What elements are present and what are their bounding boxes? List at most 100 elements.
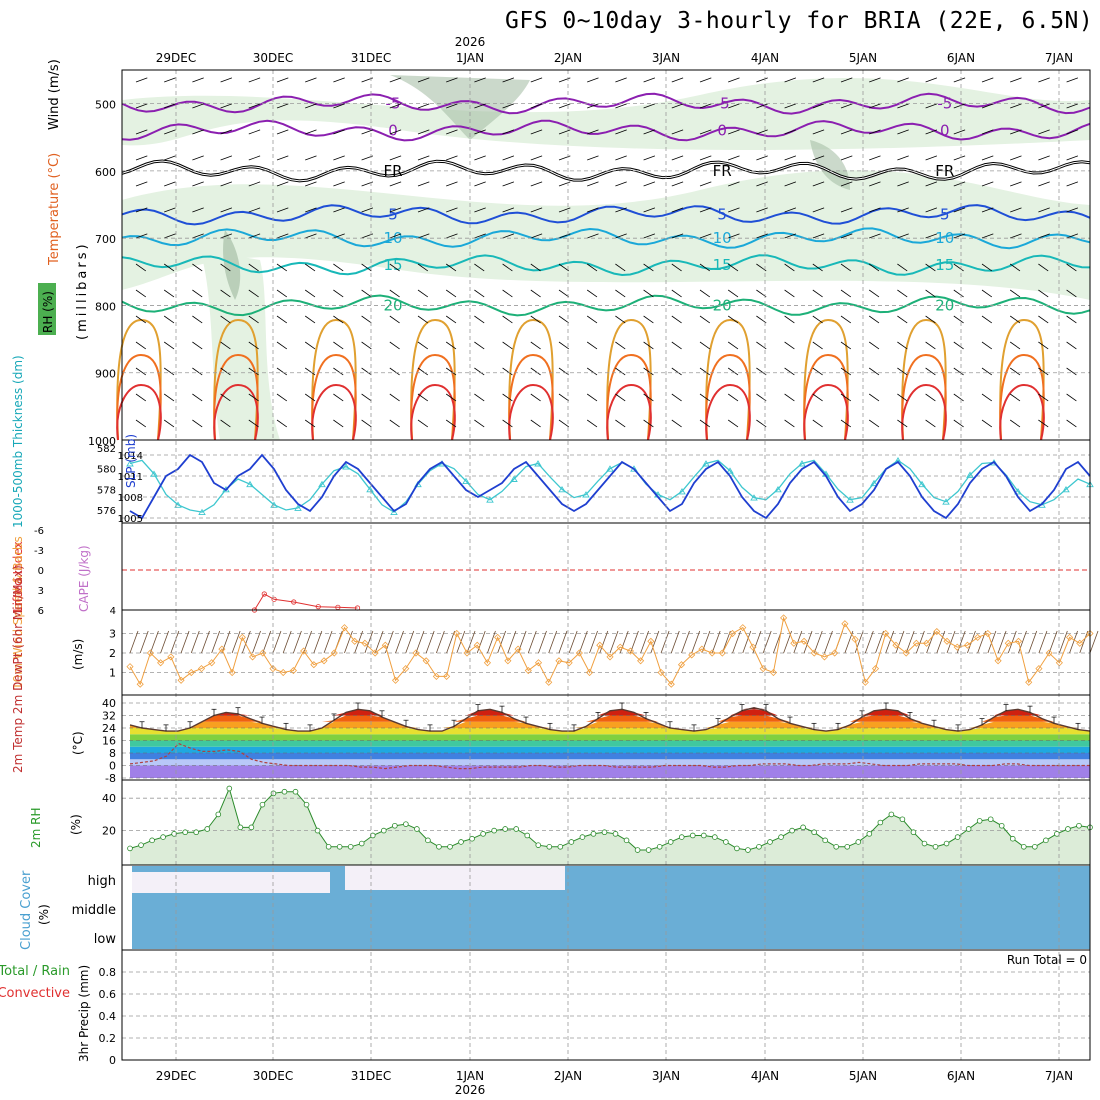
rh-point xyxy=(160,834,166,840)
wind-barb xyxy=(925,263,936,272)
rh-point xyxy=(998,822,1005,829)
rh-point xyxy=(745,847,751,853)
wind-barb-10m xyxy=(660,630,670,654)
wind-barb xyxy=(474,419,485,428)
wind-barb xyxy=(1038,393,1049,402)
wind-barb xyxy=(248,393,259,402)
wind-speed-point xyxy=(994,657,1002,665)
temp-tick: 8 xyxy=(109,747,116,760)
rh-point xyxy=(634,847,641,853)
convective-contour xyxy=(116,383,162,441)
wind-barb xyxy=(446,233,458,239)
wind-speed-point xyxy=(146,649,154,657)
wind-barb xyxy=(699,207,712,213)
thickness-point xyxy=(534,460,542,467)
wind-barb xyxy=(361,341,372,350)
thickness-point xyxy=(918,480,926,488)
wind-barb xyxy=(248,129,261,135)
wind-barb-10m xyxy=(548,630,558,654)
wind-barb xyxy=(953,155,966,161)
li-tick: -3 xyxy=(34,546,44,557)
wind-barb xyxy=(220,103,233,109)
wind-barb-10m xyxy=(487,630,496,654)
ylabel-total-rain: Total / Rain xyxy=(0,964,70,979)
wind-speed-point xyxy=(974,633,982,641)
rh-point xyxy=(855,839,862,845)
convective-contour xyxy=(803,383,849,441)
temp-tick: -8 xyxy=(105,772,116,785)
wind-barb xyxy=(1009,263,1021,272)
wind-barb xyxy=(558,207,571,213)
wind-barb xyxy=(530,393,541,402)
wind-barb xyxy=(868,289,880,298)
wind-barb xyxy=(897,129,909,135)
wind-barb xyxy=(446,155,458,161)
date-label-bottom: 31DEC xyxy=(351,1069,391,1083)
wind-barb-10m xyxy=(742,630,752,654)
wind-speed-point xyxy=(943,637,951,645)
wind-barb xyxy=(220,289,231,298)
wind-speed-point xyxy=(892,641,900,649)
wind-barb xyxy=(417,289,429,298)
wind-barb xyxy=(333,289,344,298)
wind-barb xyxy=(784,419,795,428)
rh-legend-swatch xyxy=(38,283,56,335)
wind-barb-10m xyxy=(926,630,935,654)
wind-barb xyxy=(784,207,797,213)
wind-barb xyxy=(869,233,881,239)
thickness-point xyxy=(678,488,686,495)
rh-point xyxy=(546,843,553,850)
temp-band xyxy=(130,721,1090,728)
wind-barb xyxy=(163,289,175,298)
contour-label: 5 xyxy=(717,206,727,224)
wind-barb xyxy=(953,207,966,213)
wind-barb xyxy=(615,289,626,298)
panel-frame xyxy=(121,949,1091,1061)
rh-point xyxy=(502,826,508,832)
wind-barb xyxy=(756,103,768,109)
contour-label: FR xyxy=(384,162,403,180)
wind-barb xyxy=(305,207,317,213)
year-label-bottom: 2026 xyxy=(455,1083,486,1097)
wind-barb xyxy=(1066,181,1079,187)
contour-label: -5 xyxy=(715,95,730,113)
wind-barb xyxy=(135,129,148,135)
wind-barb xyxy=(361,289,372,298)
wind-barb xyxy=(389,155,402,161)
rh-point xyxy=(325,843,332,850)
rh-point xyxy=(1032,843,1038,850)
wind-barb-10m xyxy=(1089,630,1099,654)
wind-barb xyxy=(502,393,513,402)
wind-speed-point xyxy=(483,659,492,667)
thickness-point xyxy=(582,491,590,498)
wind-barb-10m xyxy=(344,630,353,654)
wind-barb xyxy=(897,289,908,298)
temp-band xyxy=(130,746,1090,753)
wind-barb xyxy=(953,233,966,239)
wind-barb xyxy=(615,181,627,187)
wind-barb xyxy=(925,419,936,428)
ylabel-temperature: Temperature (°C) xyxy=(47,153,62,266)
rh-point xyxy=(1009,835,1016,842)
wind-barb xyxy=(446,77,458,83)
wind-speed-point xyxy=(575,649,583,657)
thickness-point xyxy=(366,485,374,493)
convective-contour xyxy=(508,353,554,441)
wind-barb xyxy=(925,207,938,213)
wind-barb-10m xyxy=(905,630,915,654)
wind-barb xyxy=(1038,207,1050,213)
wind-barb xyxy=(530,233,543,239)
wind-barb xyxy=(417,315,429,324)
convective-contour xyxy=(311,353,357,441)
wind-barb xyxy=(361,315,372,324)
wind-barb xyxy=(474,367,485,376)
pressure-tick: 700 xyxy=(95,233,116,246)
wind-barb xyxy=(1010,181,1022,187)
wind-speed-point xyxy=(1045,649,1053,657)
wind-speed-point xyxy=(310,661,318,669)
wind-barb xyxy=(953,263,964,272)
wind-barb xyxy=(445,393,457,402)
thickness-point xyxy=(966,471,974,478)
isotherm-20 xyxy=(121,294,1091,317)
wind-barb xyxy=(164,181,176,187)
